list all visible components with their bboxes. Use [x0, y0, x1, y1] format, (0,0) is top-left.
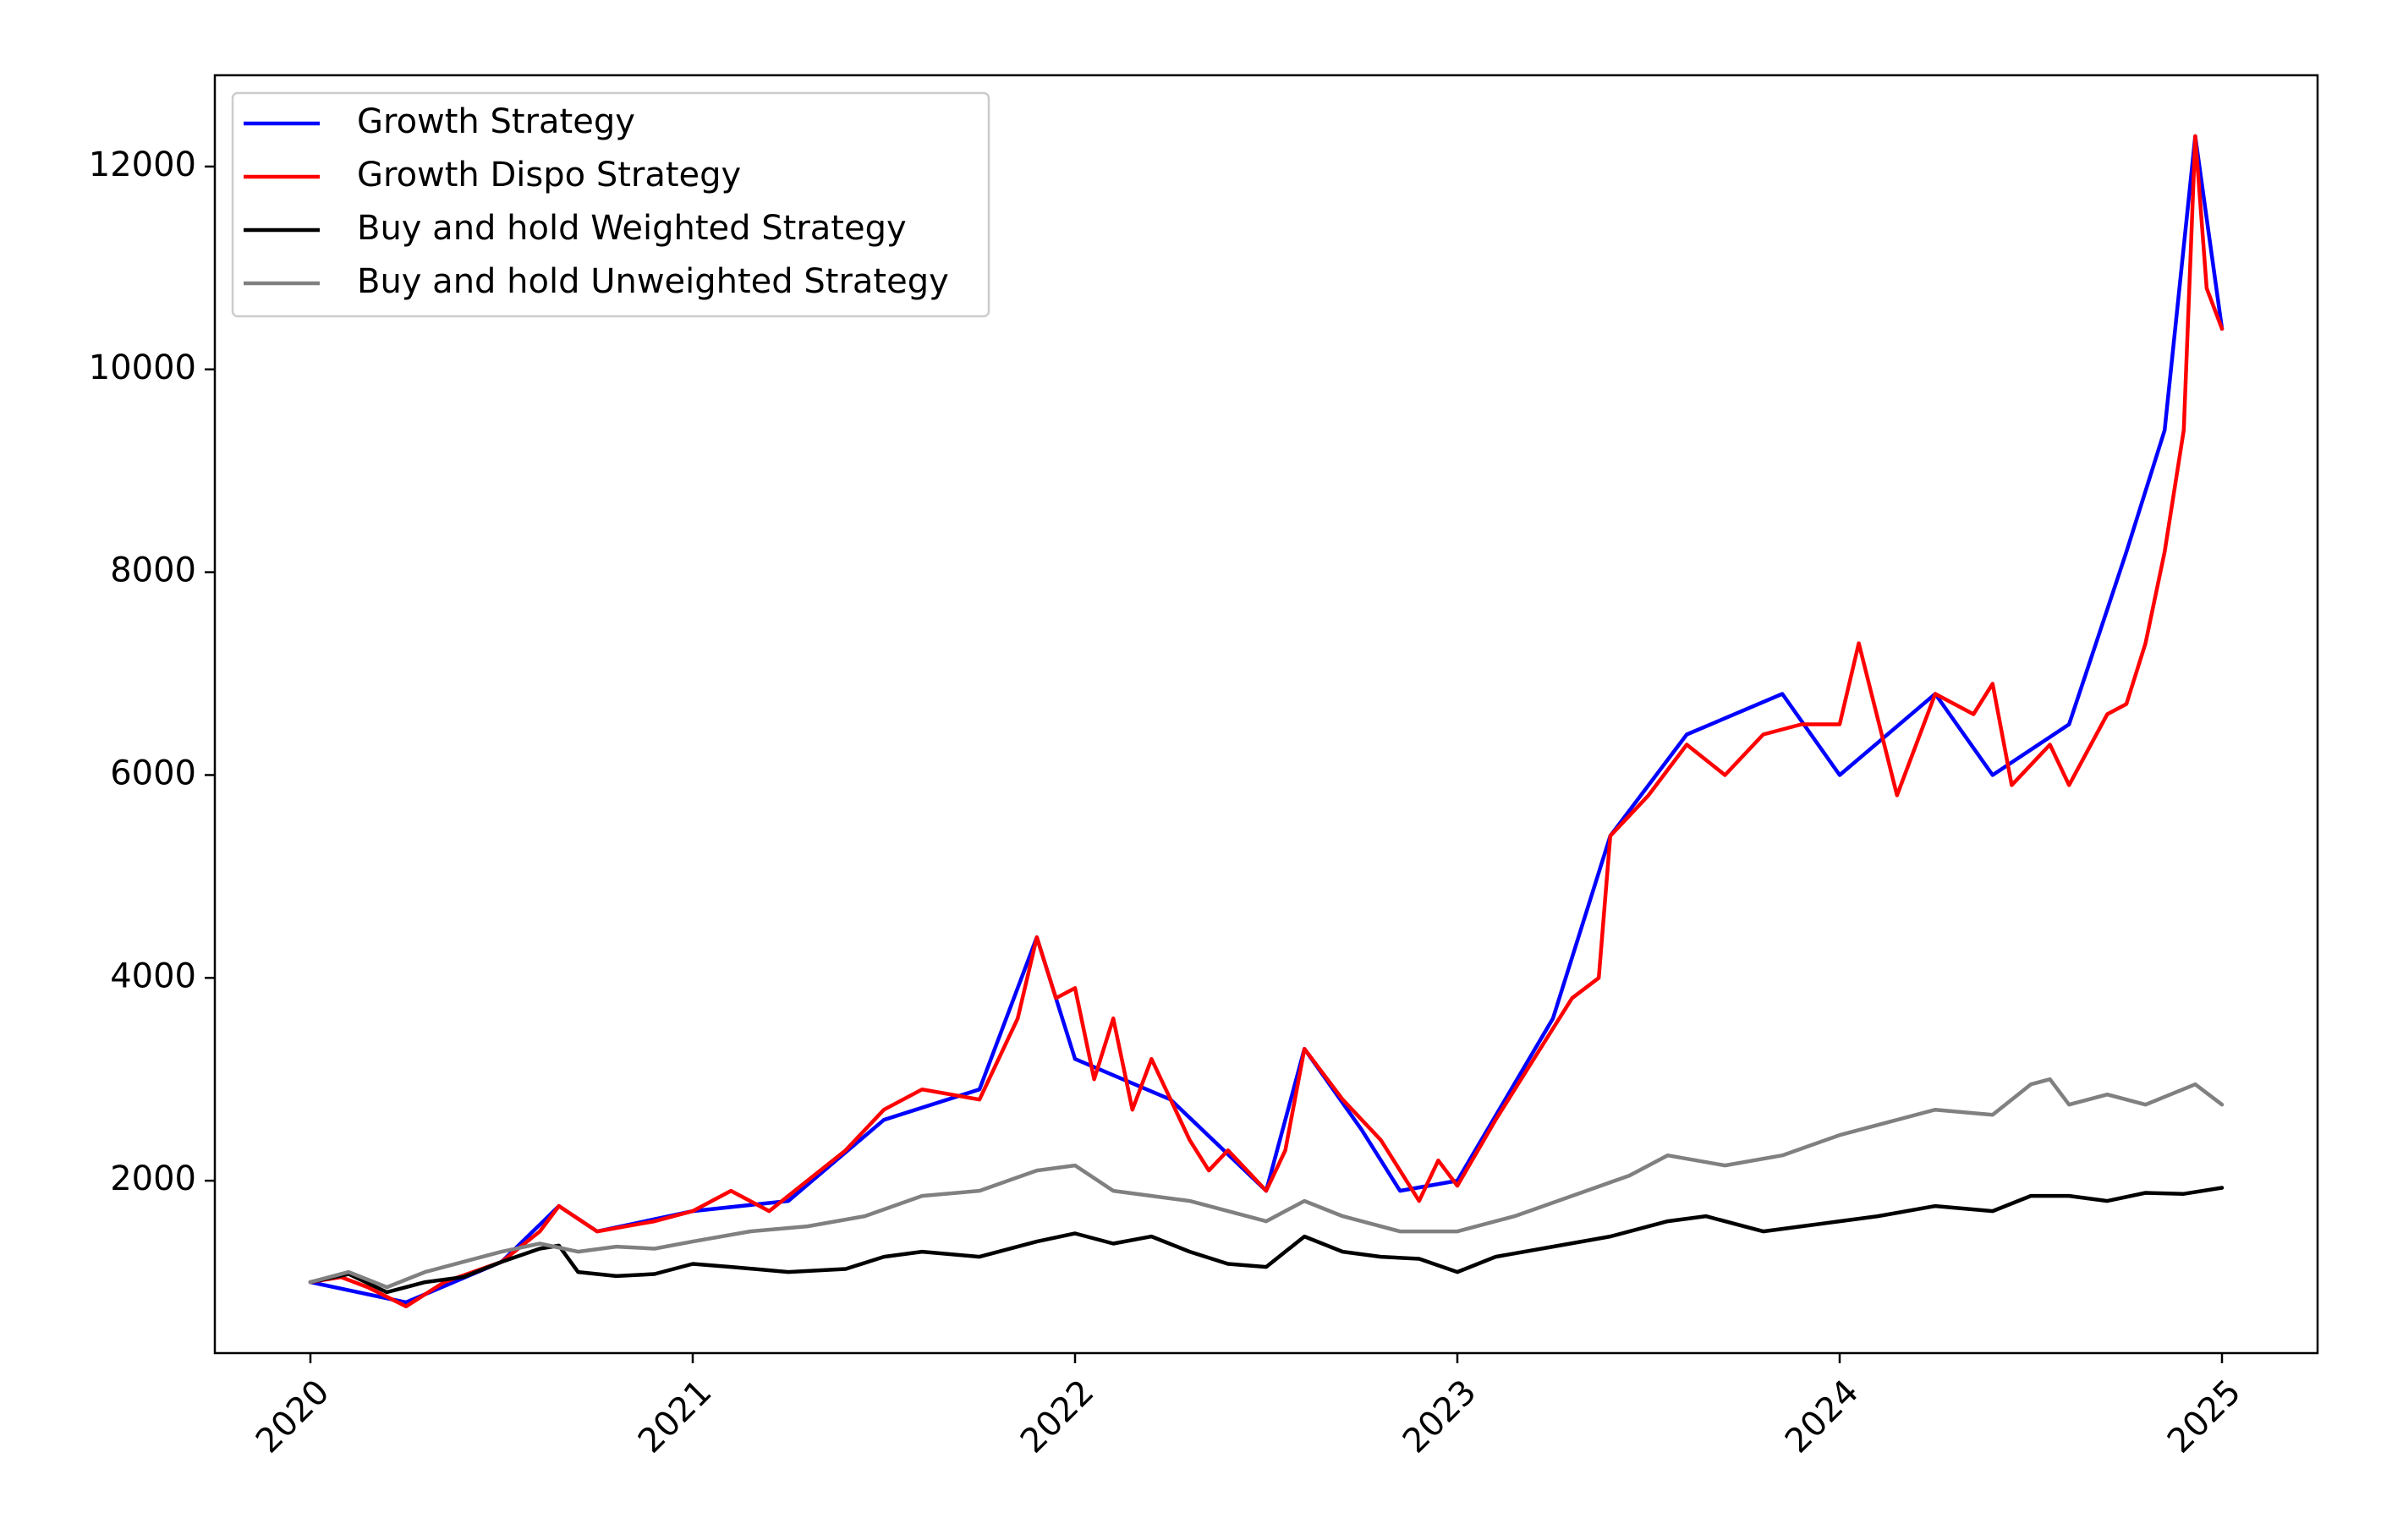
y-tick-label: 10000	[89, 348, 196, 387]
legend-label-0: Growth Strategy	[357, 102, 635, 141]
legend: Growth Strategy Growth Dispo Strategy Buy …	[231, 91, 990, 318]
series-line-1	[308, 134, 2225, 1309]
y-tick-label: 8000	[110, 551, 196, 590]
series-line-2	[308, 1186, 2225, 1295]
y-tick-label: 6000	[110, 754, 196, 792]
y-tick-label: 4000	[110, 956, 196, 995]
y-tick-label: 12000	[89, 145, 196, 184]
y-tick-label: 2000	[110, 1159, 196, 1198]
legend-label-3: Buy and hold Unweighted Strategy	[357, 262, 949, 301]
y-axis: 2000 4000 6000 8000 10000 12000	[89, 145, 215, 1198]
series-layer	[308, 134, 2225, 1309]
plot-frame	[213, 74, 2319, 1355]
legend-label-1: Growth Dispo Strategy	[357, 156, 741, 195]
legend-box	[231, 91, 990, 318]
legend-label-2: Buy and hold Weighted Strategy	[357, 209, 907, 248]
series-line-3	[308, 1077, 2225, 1290]
